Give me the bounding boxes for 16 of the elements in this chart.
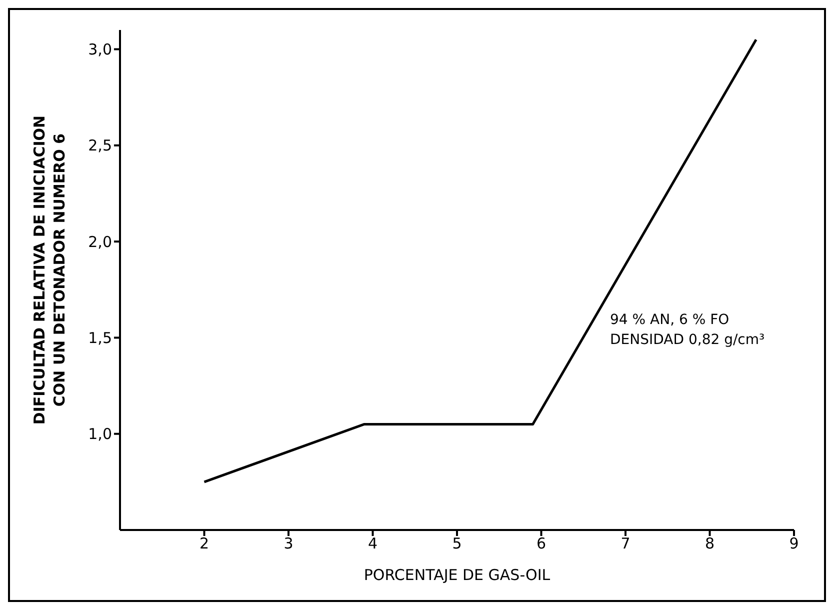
y-tick-label: 2,5 <box>88 136 112 155</box>
x-axis-title: PORCENTAJE DE GAS-OIL <box>364 566 551 584</box>
y-tick-label: 2,0 <box>88 232 112 251</box>
y-tick-label: 1,5 <box>88 329 112 348</box>
x-tick-label: 2 <box>199 534 210 553</box>
x-tick-label: 5 <box>452 534 462 553</box>
annotation: 94 % AN, 6 % FO DENSIDAD 0,82 g/cm³ <box>610 311 765 350</box>
x-tick-label: 7 <box>620 534 630 553</box>
y-tick-label: 1,0 <box>88 425 112 444</box>
x-tick-label: 3 <box>284 534 294 553</box>
y-tick-label: 3,0 <box>88 40 112 59</box>
y-axis-title: DIFICULTAD RELATIVA DE INICIACION CON UN DETONADOR NUMERO 6 <box>30 115 70 425</box>
x-tick-label: 8 <box>704 534 715 553</box>
x-tick-label: 9 <box>789 534 799 553</box>
x-tick-label: 4 <box>368 534 378 553</box>
x-tick-label: 6 <box>536 534 546 553</box>
